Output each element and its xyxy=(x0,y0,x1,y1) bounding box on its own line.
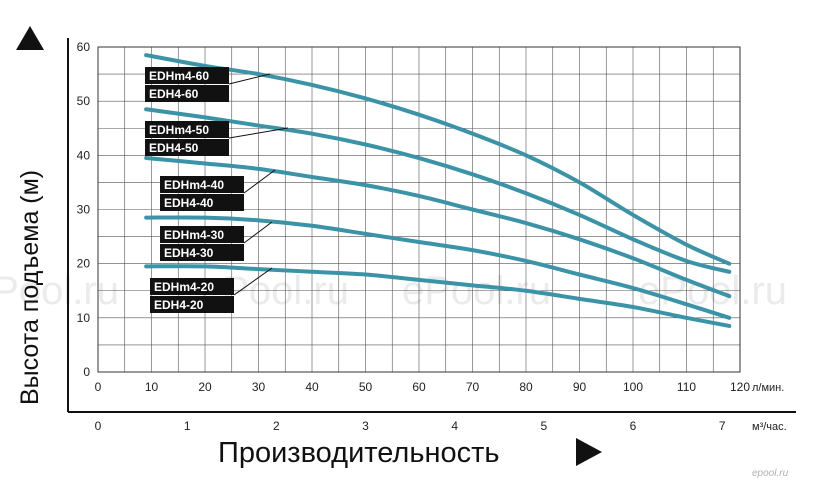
x-axis-title: Производительность xyxy=(218,437,499,469)
x-tick-label: 100 xyxy=(623,380,643,394)
series-label: EDH4-30 xyxy=(164,246,214,260)
series-label: EDHm4-40 xyxy=(164,178,224,192)
x2-tick-label: 4 xyxy=(451,419,458,433)
series-label: EDH4-60 xyxy=(149,87,199,101)
x2-tick-label: 3 xyxy=(362,419,369,433)
series-label-box xyxy=(160,226,244,243)
x2-tick-label: 1 xyxy=(184,419,191,433)
y-tick-labels: 0 10 20 30 40 50 60 xyxy=(77,40,91,379)
series-label-box xyxy=(160,194,244,211)
x-tick-label: 110 xyxy=(677,380,696,394)
x-tick-label: 80 xyxy=(519,380,533,394)
series-label-box xyxy=(145,85,229,102)
x2-unit-label: м³/час. xyxy=(752,421,787,433)
label-leader-line xyxy=(243,169,276,194)
x-tick-label: 60 xyxy=(412,380,426,394)
x-unit-label: л/мин. xyxy=(752,382,784,394)
y-tick-label: 40 xyxy=(77,148,91,162)
y-tick-label: 20 xyxy=(77,257,91,271)
series-label-box xyxy=(150,296,234,313)
x-tick-label: 90 xyxy=(573,380,587,394)
series-label: EDHm4-50 xyxy=(149,123,209,137)
curves xyxy=(144,53,732,328)
series-line xyxy=(144,215,732,320)
x-tick-label: 70 xyxy=(466,380,480,394)
x-tick-label: 50 xyxy=(359,380,373,394)
x-axis-arrow-icon xyxy=(576,438,602,466)
series-labels: EDHm4-60 EDH4-60 EDHm4-50 EDH4-50 EDHm4-40 ED… xyxy=(145,67,289,313)
series-label-box xyxy=(145,121,229,138)
x-tick-label: 30 xyxy=(252,380,266,394)
series-line xyxy=(144,156,732,299)
y-tick-label: 30 xyxy=(77,203,91,217)
label-leader-line xyxy=(243,221,273,244)
y-tick-label: 50 xyxy=(77,94,91,108)
x-tick-label: 0 xyxy=(95,380,102,394)
series-line xyxy=(144,264,732,328)
x-tick-label: 20 xyxy=(198,380,212,394)
x2-tick-label: 5 xyxy=(540,419,547,433)
series-line xyxy=(144,107,732,274)
x2-tick-label: 6 xyxy=(630,419,637,433)
y-tick-label: 10 xyxy=(77,311,91,325)
series-label-box xyxy=(145,67,229,84)
series-label: EDH4-20 xyxy=(154,298,204,312)
series-label: EDH4-50 xyxy=(149,141,199,155)
series-label-box xyxy=(150,278,234,295)
y-tick-label: 0 xyxy=(83,365,90,379)
x-tick-label: 40 xyxy=(305,380,319,394)
label-leader-line xyxy=(228,127,289,139)
y-axis-title: Высота подъема (м) xyxy=(16,170,44,405)
series-label: EDHm4-60 xyxy=(149,69,209,83)
y-axis-arrow-icon xyxy=(16,26,44,50)
x-tick-label: 120 xyxy=(730,380,750,394)
series-label: EDHm4-30 xyxy=(164,228,224,242)
series-label-box xyxy=(160,244,244,261)
series-label-box xyxy=(145,139,229,156)
plot-border xyxy=(97,46,741,373)
series-line xyxy=(144,53,732,266)
label-leader-line xyxy=(228,73,271,85)
corner-watermark: epool.ru xyxy=(752,468,789,479)
x2-tick-labels: 0 1 2 3 4 5 6 7 xyxy=(95,419,726,433)
series-label-box xyxy=(160,176,244,193)
x2-tick-label: 0 xyxy=(95,419,102,433)
series-label: EDH4-40 xyxy=(164,196,214,210)
series-label: EDHm4-20 xyxy=(154,280,214,294)
x2-tick-label: 7 xyxy=(719,419,726,433)
grid xyxy=(97,46,741,373)
x-tick-label: 10 xyxy=(145,380,159,394)
label-leader-line xyxy=(233,267,273,296)
x2-tick-label: 2 xyxy=(273,419,280,433)
x-tick-labels: 0 10 20 30 40 50 60 70 80 90 100 110 120 xyxy=(95,380,751,394)
axes xyxy=(67,38,796,413)
y-tick-label: 60 xyxy=(77,40,91,54)
